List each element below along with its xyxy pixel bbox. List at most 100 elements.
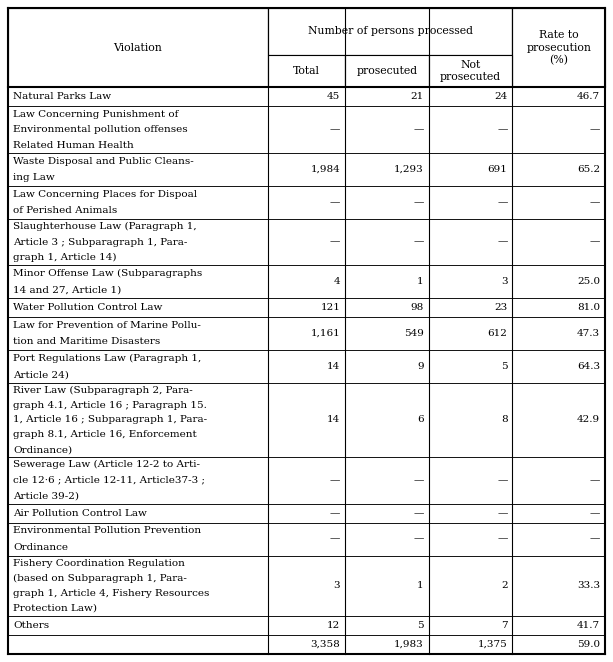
Text: 1,161: 1,161 <box>311 329 340 338</box>
Bar <box>268 555 345 616</box>
Text: 3: 3 <box>333 581 340 591</box>
Bar <box>512 218 605 265</box>
Bar <box>429 555 512 616</box>
Bar <box>268 616 345 635</box>
Text: 14: 14 <box>327 362 340 371</box>
Text: 45: 45 <box>327 93 340 101</box>
Text: 8: 8 <box>501 416 508 424</box>
Bar <box>512 616 605 635</box>
Text: tion and Maritime Disasters: tion and Maritime Disasters <box>13 337 160 346</box>
Bar <box>8 265 268 298</box>
Text: Ordinance: Ordinance <box>13 543 68 552</box>
Text: 1: 1 <box>417 277 424 286</box>
Text: —: — <box>497 125 508 134</box>
Bar <box>345 153 429 186</box>
Text: 549: 549 <box>404 329 424 338</box>
Bar <box>345 457 429 504</box>
Text: 47.3: 47.3 <box>577 329 600 338</box>
Text: Others: Others <box>13 621 49 630</box>
Bar <box>8 350 268 383</box>
Bar <box>345 265 429 298</box>
Bar <box>345 523 429 555</box>
Text: 33.3: 33.3 <box>577 581 600 591</box>
Bar <box>512 383 605 457</box>
Text: Number of persons processed: Number of persons processed <box>308 26 473 36</box>
Bar <box>268 87 345 107</box>
Text: 121: 121 <box>321 303 340 312</box>
Text: Natural Parks Law: Natural Parks Law <box>13 93 111 101</box>
Bar <box>429 457 512 504</box>
Text: prosecuted: prosecuted <box>357 66 417 76</box>
Bar <box>429 350 512 383</box>
Text: 3: 3 <box>501 277 508 286</box>
Bar <box>8 317 268 350</box>
Text: Environmental pollution offenses: Environmental pollution offenses <box>13 125 188 134</box>
Bar <box>268 383 345 457</box>
Bar <box>268 317 345 350</box>
Bar <box>345 635 429 654</box>
Text: Waste Disposal and Public Cleans-: Waste Disposal and Public Cleans- <box>13 157 194 166</box>
Text: Article 24): Article 24) <box>13 370 69 379</box>
Text: —: — <box>330 198 340 207</box>
Text: Related Human Health: Related Human Health <box>13 141 134 150</box>
Text: —: — <box>590 509 600 518</box>
Text: —: — <box>330 238 340 246</box>
Text: —: — <box>497 198 508 207</box>
Bar <box>512 8 605 87</box>
Text: Not
prosecuted: Not prosecuted <box>440 60 501 82</box>
Bar <box>268 523 345 555</box>
Bar <box>429 317 512 350</box>
Text: 4: 4 <box>333 277 340 286</box>
Text: 1,375: 1,375 <box>478 640 508 649</box>
Text: Fishery Coordination Regulation: Fishery Coordination Regulation <box>13 559 185 567</box>
Text: Sewerage Law (Article 12-2 to Arti-: Sewerage Law (Article 12-2 to Arti- <box>13 460 200 469</box>
Text: 46.7: 46.7 <box>577 93 600 101</box>
Bar <box>512 350 605 383</box>
Bar <box>429 504 512 523</box>
Text: Minor Offense Law (Subparagraphs: Minor Offense Law (Subparagraphs <box>13 269 202 278</box>
Bar <box>345 298 429 317</box>
Bar <box>345 55 429 87</box>
Text: 612: 612 <box>487 329 508 338</box>
Text: 2: 2 <box>501 581 508 591</box>
Bar <box>268 218 345 265</box>
Bar <box>268 265 345 298</box>
Text: —: — <box>590 125 600 134</box>
Text: Article 3 ; Subparagraph 1, Para-: Article 3 ; Subparagraph 1, Para- <box>13 238 188 246</box>
Bar <box>512 186 605 218</box>
Text: —: — <box>414 476 424 485</box>
Bar <box>268 107 345 153</box>
Bar <box>345 87 429 107</box>
Bar <box>512 265 605 298</box>
Bar <box>8 87 268 107</box>
Text: 41.7: 41.7 <box>577 621 600 630</box>
Text: —: — <box>414 535 424 544</box>
Text: 21: 21 <box>411 93 424 101</box>
Bar <box>8 186 268 218</box>
Bar <box>268 457 345 504</box>
Bar <box>345 350 429 383</box>
Text: —: — <box>330 535 340 544</box>
Bar <box>345 317 429 350</box>
Bar <box>268 186 345 218</box>
Text: 42.9: 42.9 <box>577 416 600 424</box>
Text: 1,983: 1,983 <box>394 640 424 649</box>
Text: Environmental Pollution Prevention: Environmental Pollution Prevention <box>13 526 201 536</box>
Bar <box>429 218 512 265</box>
Bar <box>8 107 268 153</box>
Text: Rate to
prosecution
(%): Rate to prosecution (%) <box>527 30 591 66</box>
Bar <box>268 350 345 383</box>
Bar <box>345 504 429 523</box>
Text: —: — <box>414 125 424 134</box>
Text: of Perished Animals: of Perished Animals <box>13 206 117 215</box>
Bar <box>429 616 512 635</box>
Text: 5: 5 <box>501 362 508 371</box>
Text: —: — <box>590 238 600 246</box>
Bar <box>8 8 268 87</box>
Text: —: — <box>590 198 600 207</box>
Text: —: — <box>497 476 508 485</box>
Text: graph 8.1, Article 16, Enforcement: graph 8.1, Article 16, Enforcement <box>13 430 197 440</box>
Text: —: — <box>330 509 340 518</box>
Text: —: — <box>414 198 424 207</box>
Text: —: — <box>414 238 424 246</box>
